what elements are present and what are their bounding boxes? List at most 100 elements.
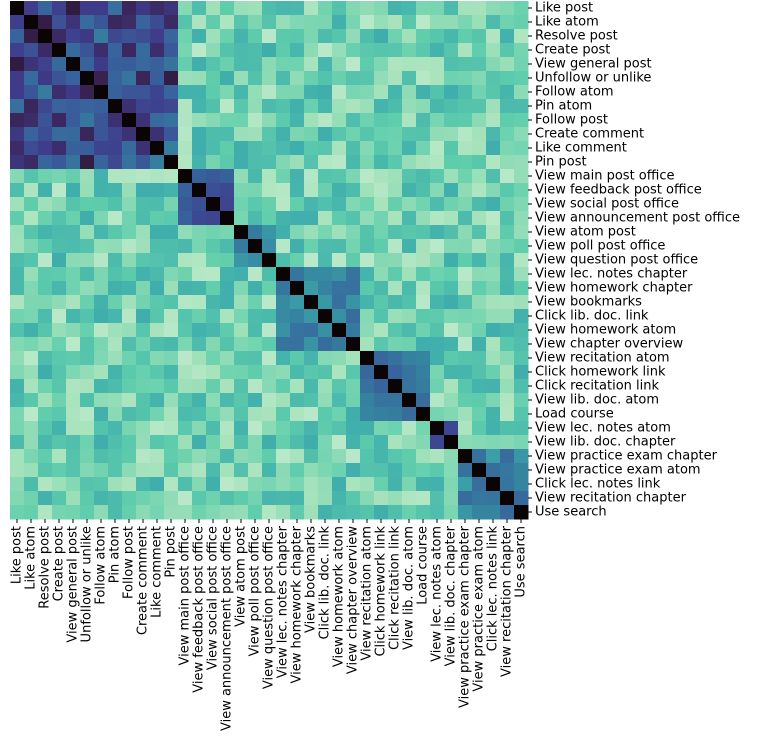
y-tick-label: View homework chapter [535, 281, 693, 296]
heatmap-cell [10, 169, 25, 184]
heatmap-cell [276, 379, 291, 394]
heatmap-cell [10, 463, 25, 478]
heatmap-cell [24, 99, 39, 114]
heatmap-cell [514, 57, 529, 72]
heatmap-cell [430, 15, 445, 30]
heatmap-cell [122, 71, 137, 86]
heatmap-cell [178, 309, 193, 324]
heatmap-cell [178, 281, 193, 296]
heatmap-cell [430, 477, 445, 492]
heatmap-cell [388, 99, 403, 114]
heatmap-cell [220, 141, 235, 156]
heatmap-cell [374, 225, 389, 240]
heatmap-cell [220, 393, 235, 408]
heatmap-cell [220, 379, 235, 394]
heatmap-cell [66, 225, 81, 240]
heatmap-cell [24, 407, 39, 422]
heatmap-cell [248, 15, 263, 30]
heatmap-cell [486, 463, 501, 478]
heatmap-cell [164, 113, 179, 128]
heatmap-cell [220, 295, 235, 310]
heatmap-cell [486, 491, 501, 506]
heatmap-cell [150, 43, 165, 58]
heatmap-cell [38, 15, 53, 30]
heatmap-cell [164, 393, 179, 408]
heatmap-cell [486, 99, 501, 114]
heatmap-cell [248, 239, 263, 254]
heatmap-cell [388, 127, 403, 142]
heatmap-cell [220, 127, 235, 142]
heatmap-cell [444, 379, 459, 394]
heatmap-cell [276, 183, 291, 198]
heatmap-cell [66, 421, 81, 436]
heatmap-cell [346, 309, 361, 324]
heatmap-cell [276, 127, 291, 142]
heatmap-cell [80, 225, 95, 240]
heatmap-cell [346, 253, 361, 268]
heatmap-cell [150, 267, 165, 282]
heatmap-cell [402, 337, 417, 352]
heatmap-cell [66, 253, 81, 268]
heatmap-cell [304, 197, 319, 212]
heatmap-cell [248, 491, 263, 506]
heatmap-cell [388, 351, 403, 366]
heatmap-cell [360, 183, 375, 198]
y-tick-label: Resolve post [535, 29, 618, 44]
heatmap-cell [66, 141, 81, 156]
heatmap-cell [444, 351, 459, 366]
heatmap-cell [430, 379, 445, 394]
heatmap-cell [262, 295, 277, 310]
x-tick-label: Use search [514, 526, 529, 598]
heatmap-cell [486, 337, 501, 352]
heatmap-cell [332, 43, 347, 58]
heatmap-cell [80, 15, 95, 30]
heatmap-cell [346, 407, 361, 422]
heatmap-cell [500, 309, 515, 324]
heatmap-cell [458, 267, 473, 282]
heatmap-cell [486, 239, 501, 254]
heatmap-cell [374, 281, 389, 296]
y-tick-label: Click lec. notes link [535, 477, 661, 492]
heatmap-cell [444, 127, 459, 142]
heatmap-cell [402, 491, 417, 506]
heatmap-cell [178, 15, 193, 30]
heatmap-cell [80, 127, 95, 142]
heatmap-cell [206, 393, 221, 408]
heatmap-cell [290, 29, 305, 44]
heatmap-cell [136, 225, 151, 240]
heatmap-cell [486, 449, 501, 464]
heatmap-cell [164, 225, 179, 240]
heatmap-cell [192, 267, 207, 282]
heatmap-cell [486, 141, 501, 156]
x-tick-label: View feedback post office [192, 526, 207, 693]
heatmap-cell [248, 379, 263, 394]
heatmap-cell [234, 379, 249, 394]
heatmap-cell [416, 197, 431, 212]
heatmap-cell [108, 197, 123, 212]
heatmap-cell [108, 99, 123, 114]
heatmap-cell [262, 435, 277, 450]
heatmap-cells [10, 1, 529, 520]
heatmap-cell [136, 29, 151, 44]
heatmap-cell [318, 323, 333, 338]
heatmap-cell [164, 351, 179, 366]
heatmap-cell [360, 351, 375, 366]
heatmap-cell [444, 407, 459, 422]
heatmap-cell [108, 351, 123, 366]
heatmap-cell [402, 267, 417, 282]
heatmap-cell [24, 15, 39, 30]
heatmap-cell [346, 85, 361, 100]
heatmap-cell [458, 323, 473, 338]
heatmap-cell [234, 71, 249, 86]
heatmap-cell [178, 239, 193, 254]
heatmap-cell [178, 463, 193, 478]
y-tick-label: Like comment [535, 141, 627, 156]
heatmap-cell [220, 211, 235, 226]
heatmap-cell [262, 57, 277, 72]
heatmap-cell [416, 323, 431, 338]
heatmap-cell [514, 337, 529, 352]
heatmap-cell [248, 183, 263, 198]
heatmap-cell [430, 407, 445, 422]
heatmap-cell [164, 211, 179, 226]
heatmap-cell [262, 141, 277, 156]
